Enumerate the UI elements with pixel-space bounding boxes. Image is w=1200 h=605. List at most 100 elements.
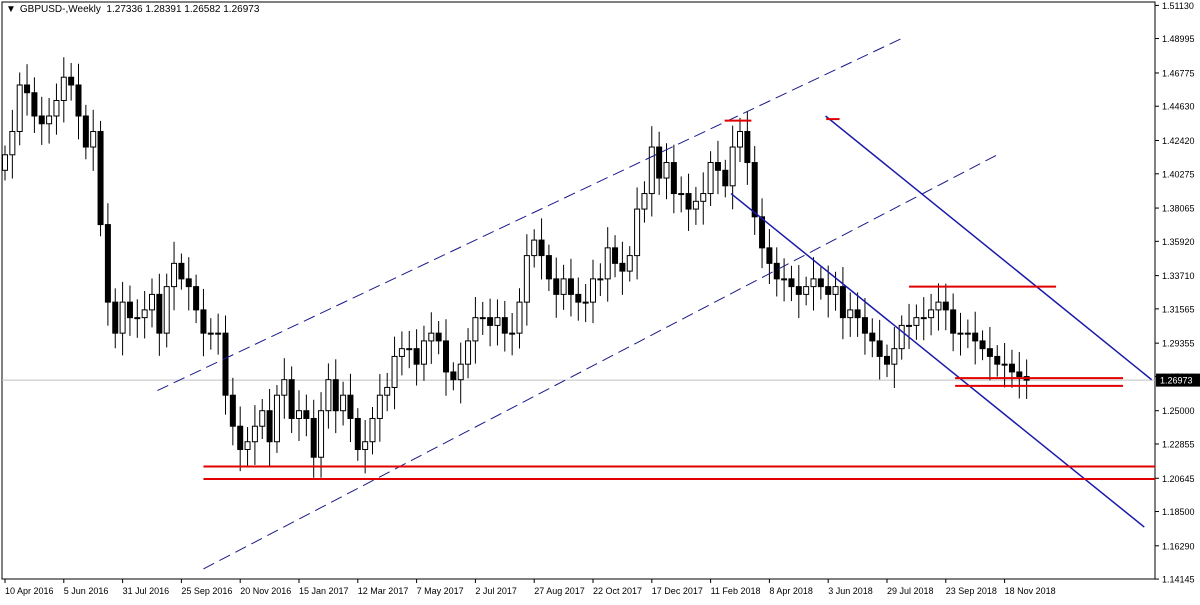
- candle-bull: [957, 332, 964, 335]
- candle-bear: [538, 239, 545, 257]
- x-tick-label: 25 Sep 2016: [181, 586, 232, 596]
- candle-bear: [126, 301, 133, 319]
- candle-bull: [251, 425, 258, 443]
- candle-bear: [612, 247, 619, 264]
- candle-bear: [354, 417, 361, 450]
- candle-bear: [97, 131, 104, 226]
- candle-bull: [215, 332, 222, 335]
- candle-bull: [935, 301, 942, 311]
- x-tick-label: 8 Apr 2018: [769, 586, 813, 596]
- ohlc-high: 1.28391: [145, 4, 182, 15]
- ascending-channel-lower: [203, 154, 998, 570]
- candle-bull: [928, 309, 935, 319]
- candle-bull: [906, 324, 913, 327]
- candle-bull: [60, 76, 67, 101]
- candle-bear: [744, 131, 751, 164]
- candle-bull: [465, 340, 472, 365]
- candle-bear: [972, 332, 979, 342]
- candle-bull: [847, 309, 854, 319]
- candle-bull: [1001, 363, 1008, 366]
- candle-bull: [913, 317, 920, 326]
- candle-bear: [722, 169, 729, 187]
- x-tick-label: 18 Nov 2018: [1005, 586, 1056, 596]
- candle-bear: [825, 286, 832, 295]
- candle-bull: [362, 441, 369, 450]
- y-tick-label: 1.22855: [1162, 439, 1195, 449]
- candle-bear: [950, 309, 957, 334]
- chart-title: ▼ GBPUSD-,Weekly 1.27336 1.28391 1.26582 …: [6, 4, 260, 15]
- candle-bull: [53, 99, 60, 117]
- candle-bull: [171, 262, 178, 288]
- candle-bull: [119, 301, 126, 334]
- candle-bear: [942, 301, 949, 311]
- candle-bull: [494, 317, 501, 326]
- candle-bear: [68, 76, 75, 86]
- candle-bear: [266, 410, 273, 443]
- candle-bear: [222, 332, 229, 396]
- candle-bear: [229, 394, 236, 427]
- y-tick-label: 1.48995: [1162, 34, 1195, 44]
- candle-bull: [296, 410, 302, 419]
- current-price-box: [1156, 373, 1200, 387]
- candle-bear: [501, 317, 508, 334]
- candle-bear: [979, 340, 986, 350]
- candle-bull: [46, 115, 53, 125]
- y-tick-label: 1.25000: [1162, 406, 1195, 416]
- candle-bull: [898, 324, 905, 350]
- candle-bear: [487, 317, 494, 326]
- candle-bull: [16, 84, 23, 133]
- candle-bull: [281, 379, 288, 396]
- candle-bull: [340, 394, 347, 412]
- descending-channel-upper: [825, 115, 1153, 381]
- candle-bull: [398, 348, 405, 357]
- candle-bull: [590, 278, 596, 303]
- candle-bear: [193, 286, 200, 311]
- candle-bear: [884, 355, 890, 365]
- candle-bear: [839, 286, 846, 319]
- candle-bull: [781, 278, 788, 281]
- x-tick-label: 11 Feb 2018: [711, 586, 761, 596]
- candle-bear: [575, 293, 582, 303]
- candle-bull: [582, 301, 589, 304]
- candle-bear: [1016, 371, 1023, 378]
- y-tick-label: 1.33710: [1162, 271, 1195, 281]
- y-tick-label: 1.35920: [1162, 237, 1195, 247]
- candle-bull: [406, 348, 413, 351]
- candle-bull: [737, 131, 743, 148]
- x-tick-label: 5 Jun 2016: [64, 586, 109, 596]
- candle-bull: [531, 239, 538, 257]
- descending-channel-lower: [730, 192, 1145, 528]
- candle-bear: [38, 115, 45, 125]
- candle-bull: [964, 332, 971, 335]
- candle-bull: [634, 208, 641, 257]
- candle-bull: [707, 162, 714, 195]
- candle-bear: [303, 410, 310, 419]
- candle-bear: [545, 255, 552, 280]
- x-tick-label: 10 Apr 2016: [5, 586, 54, 596]
- candle-bull: [560, 278, 567, 295]
- candle-bull: [90, 131, 97, 148]
- candle-bull: [700, 193, 707, 202]
- dropdown-arrow-icon[interactable]: ▼: [6, 4, 16, 15]
- candle-bear: [75, 84, 82, 117]
- candle-bear: [861, 317, 868, 334]
- candle-bull: [509, 332, 516, 335]
- candle-bear: [443, 340, 449, 373]
- candle-bear: [751, 162, 758, 218]
- candle-bull: [376, 394, 383, 419]
- candle-bear: [237, 425, 244, 450]
- candle-bull: [516, 301, 523, 334]
- candle-bear: [766, 247, 773, 264]
- x-tick-label: 27 Aug 2017: [534, 586, 585, 596]
- x-tick-label: 22 Oct 2017: [593, 586, 642, 596]
- candle-bear: [759, 216, 766, 249]
- candle-bull: [384, 386, 391, 396]
- y-tick-label: 1.18500: [1162, 507, 1195, 517]
- y-tick-label: 1.46775: [1162, 68, 1195, 78]
- ohlc-low: 1.26582: [184, 4, 221, 15]
- candle-bear: [435, 332, 442, 342]
- candle-bear: [112, 301, 119, 334]
- x-tick-label: 29 Jul 2018: [887, 586, 934, 596]
